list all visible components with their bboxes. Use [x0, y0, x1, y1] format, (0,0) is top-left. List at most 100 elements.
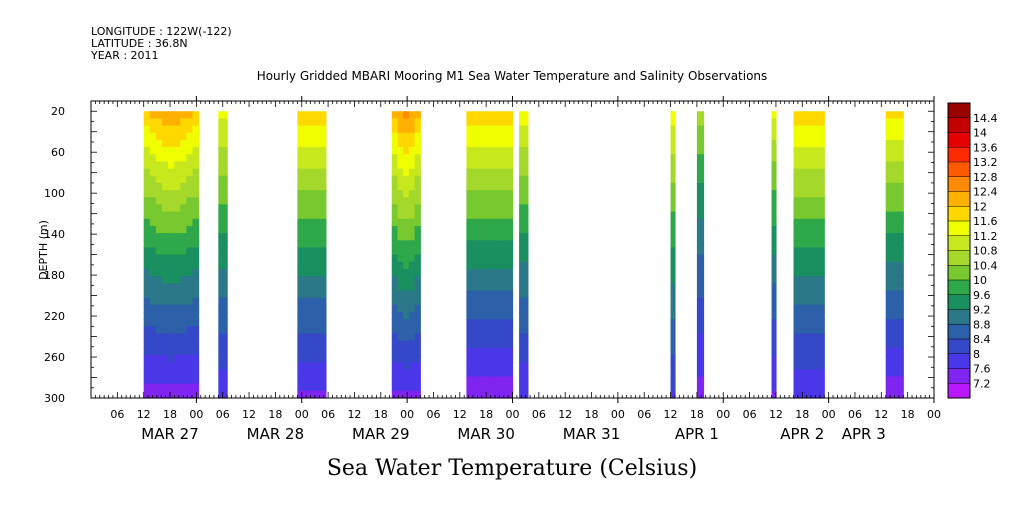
heat-cell — [397, 111, 404, 120]
heat-cell — [308, 197, 316, 206]
heat-cell — [320, 261, 327, 270]
heat-cell — [320, 376, 327, 385]
heat-cell — [314, 383, 321, 392]
heat-cell — [472, 125, 479, 134]
heat-cell — [174, 182, 181, 191]
heat-cell — [303, 376, 310, 385]
heat-cell — [793, 297, 801, 306]
heat-cell — [472, 261, 479, 270]
heat-cell — [218, 147, 228, 155]
heat-cell — [303, 161, 310, 170]
heat-cell — [149, 233, 157, 241]
heat-cell — [218, 247, 228, 256]
heat-cell — [168, 362, 175, 370]
heat-cell — [495, 304, 502, 313]
heat-cell — [489, 340, 496, 349]
heat-cell — [670, 261, 676, 270]
heat-cell — [897, 354, 904, 363]
heat-cell — [696, 333, 705, 342]
x-date-label: APR 3 — [842, 425, 886, 443]
heat-cell — [403, 190, 410, 198]
heat-cell — [506, 369, 514, 378]
heat-cell — [489, 362, 496, 370]
heat-cell — [466, 390, 473, 399]
heat-cell — [805, 233, 813, 241]
heat-cell — [168, 261, 175, 270]
heat-cell — [466, 326, 473, 335]
heat-cell — [403, 369, 410, 378]
heat-cell — [297, 383, 304, 392]
heat-cell — [408, 304, 416, 313]
heat-cell — [811, 161, 819, 170]
heat-cell — [155, 376, 163, 385]
heat-cell — [403, 182, 410, 191]
x-date-label: MAR 30 — [457, 425, 514, 443]
colorbar-swatch — [948, 294, 970, 310]
heat-cell — [799, 240, 807, 249]
heat-cell — [805, 340, 813, 349]
heat-cell — [793, 319, 801, 327]
heat-cell — [391, 233, 399, 241]
heat-cell — [500, 233, 508, 241]
x-tick-label: 06 — [637, 408, 651, 421]
heat-cell — [149, 125, 157, 134]
heat-cell — [297, 190, 304, 198]
heat-cell — [696, 204, 705, 213]
heat-cell — [885, 376, 893, 385]
heat-cell — [174, 362, 181, 370]
heat-cell — [466, 383, 473, 392]
heat-cell — [472, 139, 479, 148]
chart-title: Hourly Gridded MBARI Mooring M1 Sea Wate… — [257, 69, 768, 83]
heat-cell — [155, 283, 163, 292]
heat-cell — [308, 347, 316, 356]
x-tick-label: 12 — [242, 408, 256, 421]
heat-cell — [771, 333, 777, 342]
heat-cell — [696, 218, 705, 227]
heat-cell — [414, 261, 421, 270]
heat-cell — [477, 326, 485, 335]
heat-cell — [314, 125, 321, 134]
heat-cell — [811, 376, 819, 385]
heat-cell — [818, 240, 825, 249]
heat-cell — [155, 268, 163, 277]
heat-cell — [314, 118, 321, 127]
heat-cell — [891, 161, 899, 170]
heat-cell — [403, 218, 410, 227]
heat-cell — [414, 182, 421, 191]
heat-cell — [495, 326, 502, 335]
heat-cell — [168, 168, 175, 177]
heat-cell — [408, 211, 416, 220]
heat-cell — [161, 268, 169, 277]
heat-cell — [477, 175, 485, 184]
heat-cell — [303, 218, 310, 227]
heat-cell — [805, 111, 813, 120]
heat-cell — [303, 347, 310, 356]
heat-cell — [408, 383, 416, 392]
heat-cell — [186, 333, 194, 342]
heat-cell — [218, 362, 228, 370]
heat-cell — [391, 168, 399, 177]
heat-cell — [885, 175, 893, 184]
heat-cell — [149, 240, 157, 249]
heat-cell — [891, 290, 899, 299]
heat-cell — [506, 168, 514, 177]
heat-cell — [143, 261, 151, 270]
heat-cell — [174, 111, 181, 120]
heat-cell — [391, 333, 399, 342]
heat-cell — [218, 154, 228, 163]
heat-cell — [308, 390, 316, 399]
heat-cell — [506, 340, 514, 349]
heat-cell — [519, 261, 529, 270]
heat-cell — [466, 168, 473, 177]
heat-cell — [805, 161, 813, 170]
heat-cell — [477, 268, 485, 277]
heat-cell — [771, 147, 777, 155]
heat-cell — [519, 362, 529, 370]
heat-cell — [519, 369, 529, 378]
heat-cell — [885, 254, 893, 263]
heat-cell — [155, 132, 163, 141]
heat-cell — [897, 240, 904, 249]
heat-cell — [885, 218, 893, 227]
heat-cell — [885, 311, 893, 320]
heat-cell — [391, 218, 399, 227]
